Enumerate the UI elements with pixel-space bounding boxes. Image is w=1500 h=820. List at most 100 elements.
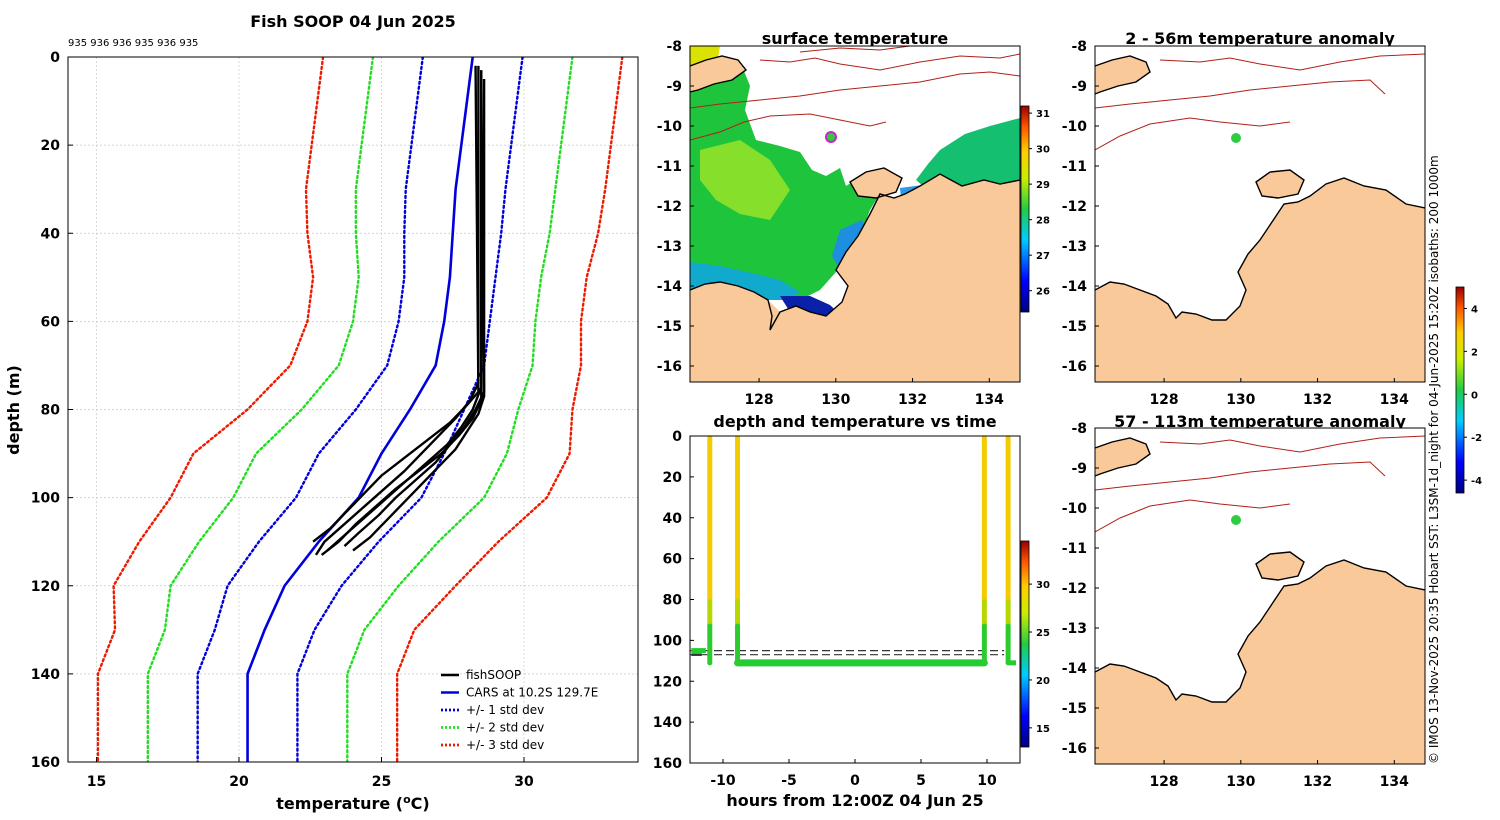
map-x-tick-label: 130 bbox=[1226, 392, 1255, 408]
profile-y-tick-label: 60 bbox=[41, 314, 61, 330]
depth-cb-tick-label: 20 bbox=[1036, 676, 1050, 687]
map-y-tick-label: -14 bbox=[1062, 279, 1088, 295]
map-y-tick-label: -11 bbox=[657, 159, 682, 175]
anomaly-lower-title: 57 - 113m temperature anomaly bbox=[1114, 412, 1406, 431]
depth-cb-tick-label: 25 bbox=[1036, 628, 1050, 639]
map-y-tick-label: -8 bbox=[1071, 39, 1087, 55]
profile-y-tick-label: 40 bbox=[41, 226, 61, 242]
anomaly-cb-tick-label: -4 bbox=[1471, 476, 1482, 487]
anomaly-cb-tick-label: 0 bbox=[1471, 390, 1478, 401]
legend-label-3: +/- 2 std dev bbox=[466, 721, 544, 735]
map-x-tick-label: 128 bbox=[744, 392, 773, 408]
surface-map-ticks: 128 130 132 134 -8 -9 -10 -11 -12 -13 -14 -15 -16 bbox=[657, 39, 1004, 408]
map-y-tick-label: -16 bbox=[1062, 741, 1087, 757]
surface-map-isobath-200 bbox=[690, 71, 1020, 109]
map-y-tick-label: -14 bbox=[1062, 661, 1088, 677]
anomaly-map-upper: 2 - 56m temperature anomaly 128 130 132 134… bbox=[1062, 29, 1426, 408]
map-x-tick-label: 130 bbox=[1226, 774, 1255, 790]
map-y-tick-label: -8 bbox=[666, 39, 682, 55]
map-x-tick-label: 134 bbox=[975, 392, 1004, 408]
surface-map-colorbar bbox=[1020, 105, 1030, 313]
map-x-tick-label: 134 bbox=[1380, 392, 1409, 408]
cars-std3-upper bbox=[395, 57, 624, 762]
depth-time-title: depth and temperature vs time bbox=[713, 412, 996, 431]
map-x-tick-label: 132 bbox=[898, 392, 927, 408]
credit-footer: © IMOS 13-Nov-2025 20:35 Hobart SST: L3S… bbox=[1427, 155, 1441, 764]
profile-y-tick-label: 120 bbox=[31, 579, 60, 595]
profile-y-tick-label: 0 bbox=[50, 50, 60, 66]
profile-y-tick-label: 20 bbox=[41, 138, 61, 154]
map-y-tick-label: -8 bbox=[1071, 421, 1087, 437]
profile-series bbox=[96, 57, 624, 762]
surface-cb-tick-label: 29 bbox=[1036, 180, 1050, 191]
map-y-tick-label: -10 bbox=[1062, 501, 1088, 517]
profile-x-ticks: 15 20 25 30 bbox=[87, 757, 534, 790]
profile-xlabel-end: C) bbox=[411, 794, 430, 813]
map-x-tick-label: 128 bbox=[1149, 392, 1178, 408]
map-y-tick-label: -15 bbox=[1062, 319, 1087, 335]
cars-std2-lower bbox=[146, 57, 375, 762]
map-y-tick-label: -12 bbox=[1062, 199, 1087, 215]
profile-y-tick-label: 80 bbox=[41, 403, 61, 419]
anomaly-lower-land bbox=[1095, 560, 1425, 764]
map-y-tick-label: -10 bbox=[1062, 119, 1088, 135]
map-y-tick-label: -15 bbox=[657, 319, 682, 335]
surface-map-land bbox=[690, 174, 1020, 382]
profile-frame bbox=[67, 56, 639, 763]
profile-xlabel: temperature (oC) bbox=[276, 793, 429, 813]
anomaly-upper-ticks: 128 130 132 134 -8 -9 -10 -11 -12 -13 -14 -15 -16 bbox=[1062, 39, 1409, 408]
cars-std2-upper bbox=[346, 57, 574, 762]
legend-label-0: fishSOOP bbox=[466, 668, 521, 682]
map-y-tick-label: -9 bbox=[1071, 79, 1087, 95]
profile-ylabel: depth (m) bbox=[4, 365, 23, 455]
depth-time-series bbox=[690, 436, 1017, 667]
anomaly-cb-tick-label: -2 bbox=[1471, 433, 1482, 444]
surface-map-land-north bbox=[690, 56, 746, 92]
depth-time-x-tick-label: -10 bbox=[710, 773, 736, 789]
depth-time-y-tick-label: 140 bbox=[653, 715, 682, 731]
depth-time-y-tick-label: 100 bbox=[653, 633, 682, 649]
depth-time-y-tick-label: 0 bbox=[672, 429, 682, 445]
map-y-tick-label: -13 bbox=[1062, 621, 1087, 637]
anomaly-upper-station-marker bbox=[1231, 133, 1241, 143]
anomaly-map-lower: 57 - 113m temperature anomaly 128 130 132 1… bbox=[1062, 286, 1482, 790]
profile-y-ticks: 0 20 40 60 80 100 120 140 160 bbox=[31, 50, 73, 771]
depth-cb-tick-label: 30 bbox=[1036, 580, 1050, 591]
depth-time-colorbar-ticks: 30 25 20 15 bbox=[1029, 580, 1050, 735]
legend-label-2: +/- 1 std dev bbox=[466, 703, 544, 717]
cars-mean-line bbox=[246, 57, 474, 762]
profile-title: Fish SOOP 04 Jun 2025 bbox=[250, 12, 456, 31]
surface-cb-tick-label: 27 bbox=[1036, 251, 1050, 262]
depth-time-x-tick-label: 5 bbox=[916, 773, 926, 789]
anomaly-upper-land bbox=[1095, 178, 1425, 382]
depth-time-x-tick-label: -5 bbox=[781, 773, 797, 789]
surface-map-title: surface temperature bbox=[762, 29, 949, 48]
map-x-tick-label: 134 bbox=[1380, 774, 1409, 790]
map-y-tick-label: -12 bbox=[657, 199, 682, 215]
fishsoop-profile-2 bbox=[326, 70, 483, 552]
surface-map-colorbar-ticks: 31 30 29 28 27 26 bbox=[1029, 109, 1050, 298]
depth-time-y-tick-label: 20 bbox=[663, 470, 683, 486]
cars-std1-lower bbox=[196, 57, 425, 762]
anomaly-lower-station-marker bbox=[1231, 515, 1241, 525]
map-x-tick-label: 128 bbox=[1149, 774, 1178, 790]
profile-x-tick-label: 15 bbox=[87, 774, 106, 790]
profile-legend: fishSOOP CARS at 10.2S 129.7E +/- 1 std de… bbox=[441, 668, 598, 752]
anomaly-cb-tick-label: 2 bbox=[1471, 347, 1478, 358]
anomaly-colorbar-ticks: 4 2 0 -2 -4 bbox=[1464, 304, 1482, 487]
fishsoop-profile-3 bbox=[343, 74, 486, 547]
depth-time-y-tick-label: 40 bbox=[663, 511, 683, 527]
fishsoop-profile-1 bbox=[314, 65, 480, 556]
profile-subtitle: 935 936 936 935 936 935 bbox=[68, 38, 198, 49]
depth-time-colorbar bbox=[1020, 540, 1030, 748]
map-y-tick-label: -13 bbox=[1062, 239, 1087, 255]
profile-xlabel-main: temperature ( bbox=[276, 794, 403, 813]
map-y-tick-label: -12 bbox=[1062, 581, 1087, 597]
map-y-tick-label: -13 bbox=[657, 239, 682, 255]
anomaly-lower-ticks: 128 130 132 134 -8 -9 -10 -11 -12 -13 -14 -15 -16 bbox=[1062, 421, 1409, 790]
depth-time-x-tick-label: 10 bbox=[977, 773, 997, 789]
map-y-tick-label: -11 bbox=[1062, 159, 1087, 175]
surface-map-isobath-1000 bbox=[690, 113, 887, 141]
